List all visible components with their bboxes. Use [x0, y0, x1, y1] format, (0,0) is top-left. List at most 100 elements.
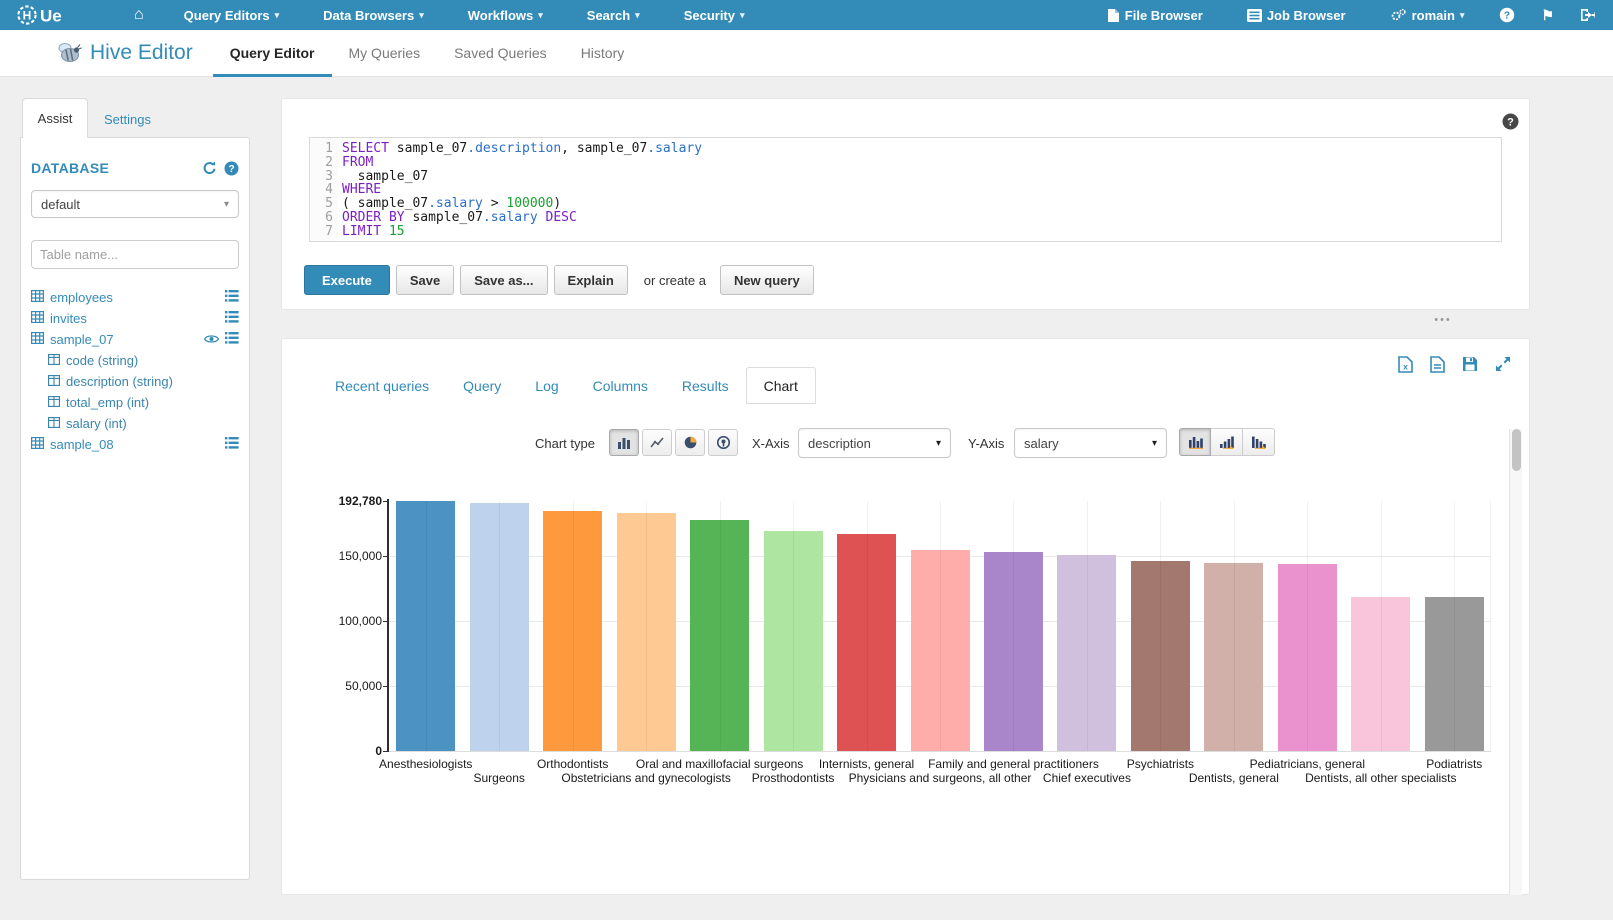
bar-anesthesiologists[interactable]	[396, 501, 456, 751]
panel-resize-handle[interactable]: •••	[1434, 314, 1452, 326]
topnav-menu-workflows[interactable]: Workflows ▾	[467, 7, 543, 23]
editor-help-icon[interactable]: ?	[1502, 113, 1519, 135]
sorted-desc-bars-button[interactable]	[1243, 428, 1275, 456]
bar-orthodontists[interactable]	[543, 510, 603, 751]
sorted-asc-bars-button[interactable]	[1211, 428, 1243, 456]
bar-prosthodontists[interactable]	[763, 530, 823, 751]
refresh-icon[interactable]	[202, 161, 217, 175]
chart-scrollbar-track[interactable]	[1509, 429, 1522, 895]
table-menu-icon[interactable]	[225, 332, 239, 347]
x-label-physicians-and-surgeons-all-other: Physicians and surgeons, all other	[848, 771, 1032, 785]
table-filter-input[interactable]	[31, 240, 239, 269]
grouped-bars-button[interactable]	[1179, 428, 1211, 456]
bar-psychiatrists[interactable]	[1130, 561, 1190, 751]
chart-display-buttons	[1179, 428, 1275, 456]
table-item-employees[interactable]: employees	[30, 287, 239, 308]
help-icon[interactable]: ?	[1486, 0, 1528, 30]
x-axis-select[interactable]: description ▾	[798, 428, 951, 458]
save-as-button[interactable]: Save as...	[460, 265, 548, 295]
topnav-menu-data-browsers[interactable]: Data Browsers ▾	[323, 7, 424, 23]
table-item-invites[interactable]: invites	[30, 308, 239, 329]
job-browser-menu[interactable]: Job Browser	[1225, 0, 1368, 30]
y-axis-select[interactable]: salary ▾	[1014, 428, 1167, 458]
bar-dentists-general[interactable]	[1204, 562, 1264, 751]
home-icon[interactable]: ⌂	[134, 6, 144, 23]
result-tab-chart[interactable]: Chart	[745, 367, 816, 404]
user-menu[interactable]: romain ▾	[1368, 0, 1487, 30]
topnav-menus: Query Editors ▾ Data Browsers ▾ Workflows ▾ Se…	[162, 0, 767, 30]
v-gridline	[1454, 501, 1456, 751]
result-tab-columns[interactable]: Columns	[592, 377, 648, 394]
result-tab-results[interactable]: Results	[681, 377, 729, 394]
or-create-a-text: or create a	[643, 272, 706, 288]
editor-actions: Execute Save Save as... Explain or creat…	[304, 265, 814, 295]
bar-chief-executives[interactable]	[1057, 554, 1117, 751]
tab-settings[interactable]: Settings	[104, 112, 151, 127]
table-menu-icon[interactable]	[225, 311, 239, 326]
hue-logo[interactable]: H Ue	[16, 4, 90, 26]
tab-history[interactable]: History	[580, 45, 625, 61]
table-item-sample-07[interactable]: sample_07	[30, 329, 239, 350]
bar-family-and-general-practitioners[interactable]	[983, 551, 1043, 751]
topnav-menu-query-editors[interactable]: Query Editors ▾	[183, 7, 280, 23]
flags-icon[interactable]: ⚑	[1541, 6, 1554, 23]
v-gridline	[940, 501, 941, 751]
download-xls-icon[interactable]: x	[1398, 356, 1413, 373]
database-select[interactable]: default ▾	[31, 190, 239, 218]
y-tick-mark	[383, 751, 388, 752]
new-query-button[interactable]: New query	[719, 265, 814, 295]
preview-eye-icon[interactable]	[203, 332, 220, 347]
result-tab-log[interactable]: Log	[535, 377, 559, 394]
bar-podiatrists[interactable]	[1424, 597, 1484, 751]
bar-obstetricians-and-gynecologists[interactable]	[616, 512, 676, 751]
file-browser-menu[interactable]: File Browser	[1085, 0, 1225, 30]
column-item-salary[interactable]: salary (int)	[31, 413, 239, 434]
chevron-down-icon: ▾	[419, 9, 424, 20]
tab-assist[interactable]: Assist	[22, 98, 88, 138]
explain-button[interactable]: Explain	[553, 265, 628, 295]
bar-surgeons[interactable]	[469, 502, 529, 751]
tab-query-editor[interactable]: Query Editor	[212, 30, 332, 77]
chart-scrollbar-thumb[interactable]	[1512, 429, 1521, 471]
chevron-down-icon: ▾	[635, 9, 640, 20]
expand-icon[interactable]	[1495, 356, 1511, 373]
tab-my-queries[interactable]: My Queries	[348, 45, 421, 61]
table-menu-icon[interactable]	[225, 437, 239, 452]
chart-type-label: Chart type	[535, 436, 595, 451]
column-item-total-emp[interactable]: total_emp (int)	[31, 392, 239, 413]
result-tab-recent-queries[interactable]: Recent queries	[335, 377, 430, 394]
download-csv-icon[interactable]	[1430, 356, 1445, 373]
bar-internists-general[interactable]	[837, 534, 897, 751]
column-item-code[interactable]: code (string)	[31, 350, 239, 371]
execute-button[interactable]: Execute	[304, 265, 390, 295]
map-chart-type-button[interactable]	[708, 429, 738, 456]
save-button[interactable]: Save	[395, 265, 455, 295]
list-icon	[1246, 8, 1262, 22]
database-help-icon[interactable]: ?	[224, 161, 239, 176]
column-item-description[interactable]: description (string)	[31, 371, 239, 392]
file-icon	[1107, 8, 1119, 22]
bar-dentists-all-other-specialists[interactable]	[1351, 596, 1411, 751]
x-label-chief-executives: Chief executives	[1042, 771, 1131, 785]
pie-chart-type-button[interactable]	[675, 429, 705, 456]
line-chart-type-button[interactable]	[642, 429, 672, 456]
bar-oral-and-maxillofacial-surgeons[interactable]	[690, 519, 750, 751]
gears-icon	[1391, 8, 1406, 21]
svg-text:x: x	[1403, 362, 1408, 372]
bar-pediatricians-general[interactable]	[1277, 563, 1337, 751]
topnav-menu-security[interactable]: Security ▾	[683, 7, 745, 23]
table-item-sample-08[interactable]: sample_08	[30, 434, 239, 455]
bar-chart-type-button[interactable]	[609, 429, 639, 456]
table-icon	[30, 331, 45, 347]
x-axis-label: X-Axis	[752, 436, 790, 451]
tab-saved-queries[interactable]: Saved Queries	[454, 45, 547, 61]
bar-physicians-and-surgeons-all-other[interactable]	[910, 549, 970, 751]
result-tab-query[interactable]: Query	[463, 377, 502, 394]
save-icon[interactable]	[1462, 356, 1478, 373]
sign-out-icon[interactable]	[1567, 0, 1613, 30]
topnav-menu-search[interactable]: Search ▾	[586, 7, 640, 23]
table-menu-icon[interactable]	[225, 290, 239, 305]
